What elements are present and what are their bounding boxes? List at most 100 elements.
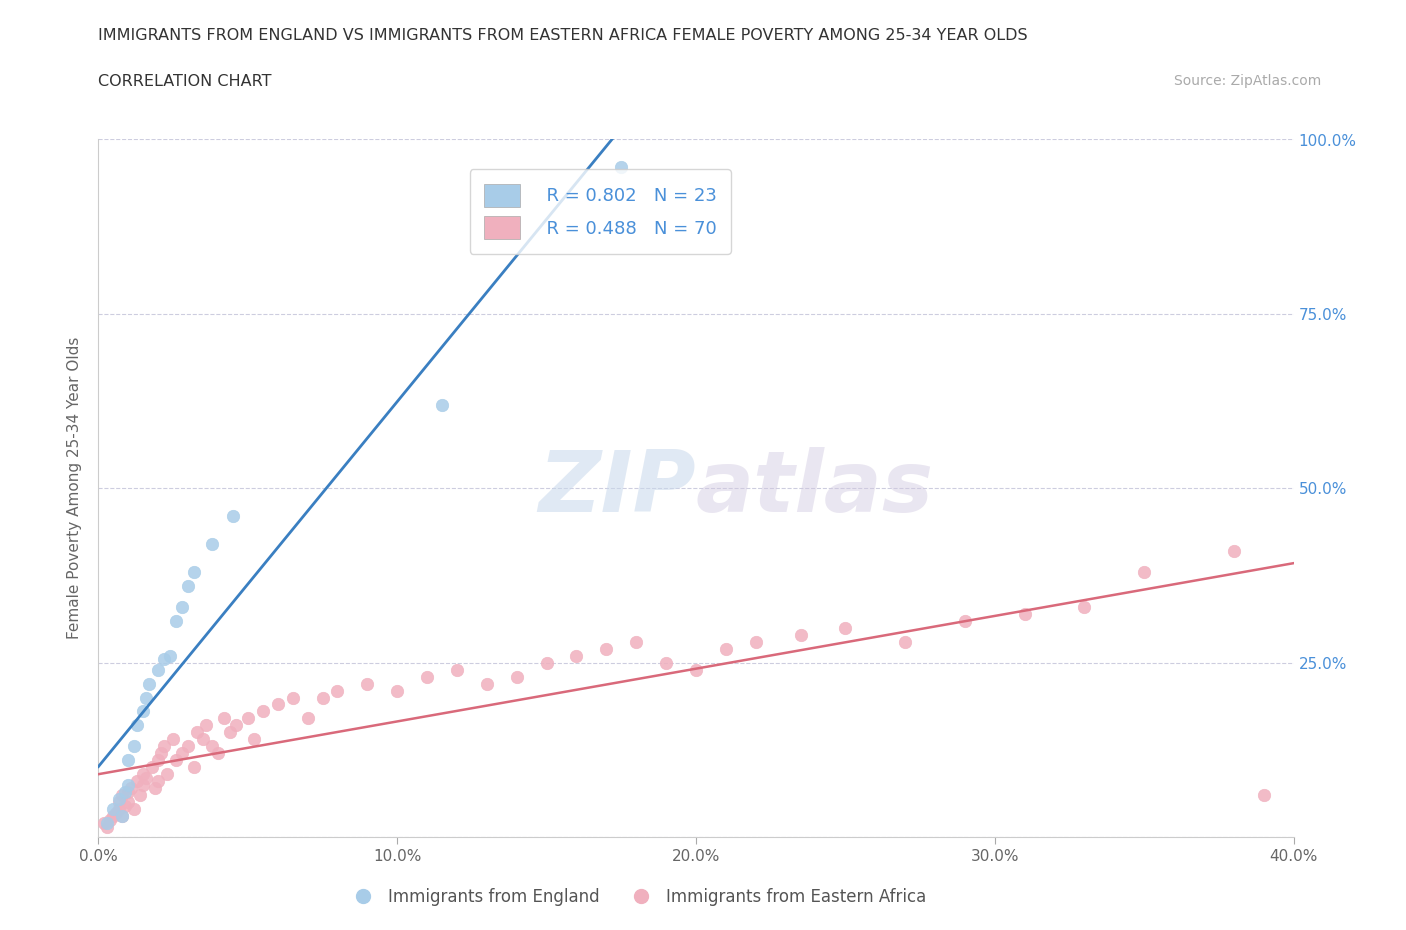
Text: atlas: atlas (696, 446, 934, 530)
Point (132, 777, 155, 792)
Point (714, 642, 737, 657)
Y-axis label: Female Poverty Among 25-34 Year Olds: Female Poverty Among 25-34 Year Olds (67, 337, 83, 640)
Point (108, 802, 131, 817)
Point (626, 634, 648, 649)
Point (111, 788, 134, 803)
Point (834, 620, 856, 635)
Point (124, 738, 146, 753)
Point (105, 805, 128, 820)
Point (789, 628, 811, 643)
Point (219, 725, 242, 740)
Point (96, 816, 118, 830)
Point (1073, 600, 1095, 615)
Point (267, 698, 290, 712)
Point (894, 634, 917, 649)
Point (1014, 606, 1036, 621)
Point (201, 738, 224, 753)
Point (172, 600, 194, 615)
Point (177, 578, 200, 593)
Point (124, 802, 146, 817)
Text: IMMIGRANTS FROM ENGLAND VS IMMIGRANTS FROM EASTERN AFRICA FEMALE POVERTY AMONG 2: IMMIGRANTS FROM ENGLAND VS IMMIGRANTS FR… (98, 28, 1028, 43)
Point (127, 718, 149, 733)
Text: CORRELATION CHART: CORRELATION CHART (98, 74, 271, 89)
Point (172, 746, 194, 761)
Point (186, 725, 208, 740)
Point (212, 711, 235, 725)
Point (243, 732, 266, 747)
Point (1253, 788, 1275, 803)
Point (191, 732, 214, 747)
Point (141, 760, 163, 775)
Point (117, 784, 139, 799)
Point (143, 781, 166, 796)
Point (610, 160, 633, 175)
Point (103, 802, 125, 817)
Point (120, 781, 142, 796)
Point (222, 509, 245, 524)
Point (183, 565, 205, 579)
Point (93, 816, 115, 830)
Point (165, 614, 187, 629)
Text: ZIP: ZIP (538, 446, 696, 530)
Point (162, 732, 184, 747)
Point (225, 718, 247, 733)
Point (132, 704, 155, 719)
Point (745, 634, 768, 649)
Point (159, 648, 181, 663)
Point (385, 683, 409, 698)
Point (281, 690, 304, 705)
Point (111, 809, 134, 824)
Point (595, 642, 617, 657)
Point (114, 784, 136, 799)
Point (103, 809, 125, 824)
Point (953, 614, 976, 629)
Point (165, 753, 187, 768)
Point (108, 791, 131, 806)
Point (153, 738, 176, 753)
Point (96, 819, 118, 834)
Point (416, 670, 439, 684)
Point (127, 774, 149, 789)
Point (356, 676, 378, 691)
Point (252, 704, 274, 719)
Point (148, 753, 170, 768)
Point (135, 690, 157, 705)
Point (446, 662, 468, 677)
Point (655, 656, 678, 671)
Point (207, 746, 229, 761)
Text: Source: ZipAtlas.com: Source: ZipAtlas.com (1174, 74, 1322, 88)
Point (148, 662, 170, 677)
Point (129, 788, 152, 803)
Point (156, 766, 179, 781)
Point (108, 794, 131, 809)
Point (138, 676, 160, 691)
Point (201, 537, 224, 551)
Point (195, 718, 218, 733)
Point (132, 766, 155, 781)
Point (326, 683, 349, 698)
Point (117, 794, 139, 809)
Point (100, 812, 122, 827)
Point (111, 809, 134, 824)
Point (183, 760, 205, 775)
Legend: Immigrants from England, Immigrants from Eastern Africa: Immigrants from England, Immigrants from… (339, 881, 934, 912)
Point (311, 690, 333, 705)
Point (117, 753, 139, 768)
Point (135, 770, 157, 785)
Point (430, 397, 453, 412)
Point (148, 774, 170, 789)
Point (1133, 565, 1156, 579)
Point (565, 648, 588, 663)
Point (685, 662, 707, 677)
Point (297, 711, 319, 725)
Point (117, 777, 139, 792)
Point (153, 652, 176, 667)
Point (236, 711, 259, 725)
Point (536, 656, 558, 671)
Point (506, 670, 529, 684)
Point (1223, 543, 1246, 558)
Point (150, 746, 173, 761)
Point (114, 798, 136, 813)
Point (177, 738, 200, 753)
Point (475, 676, 498, 691)
